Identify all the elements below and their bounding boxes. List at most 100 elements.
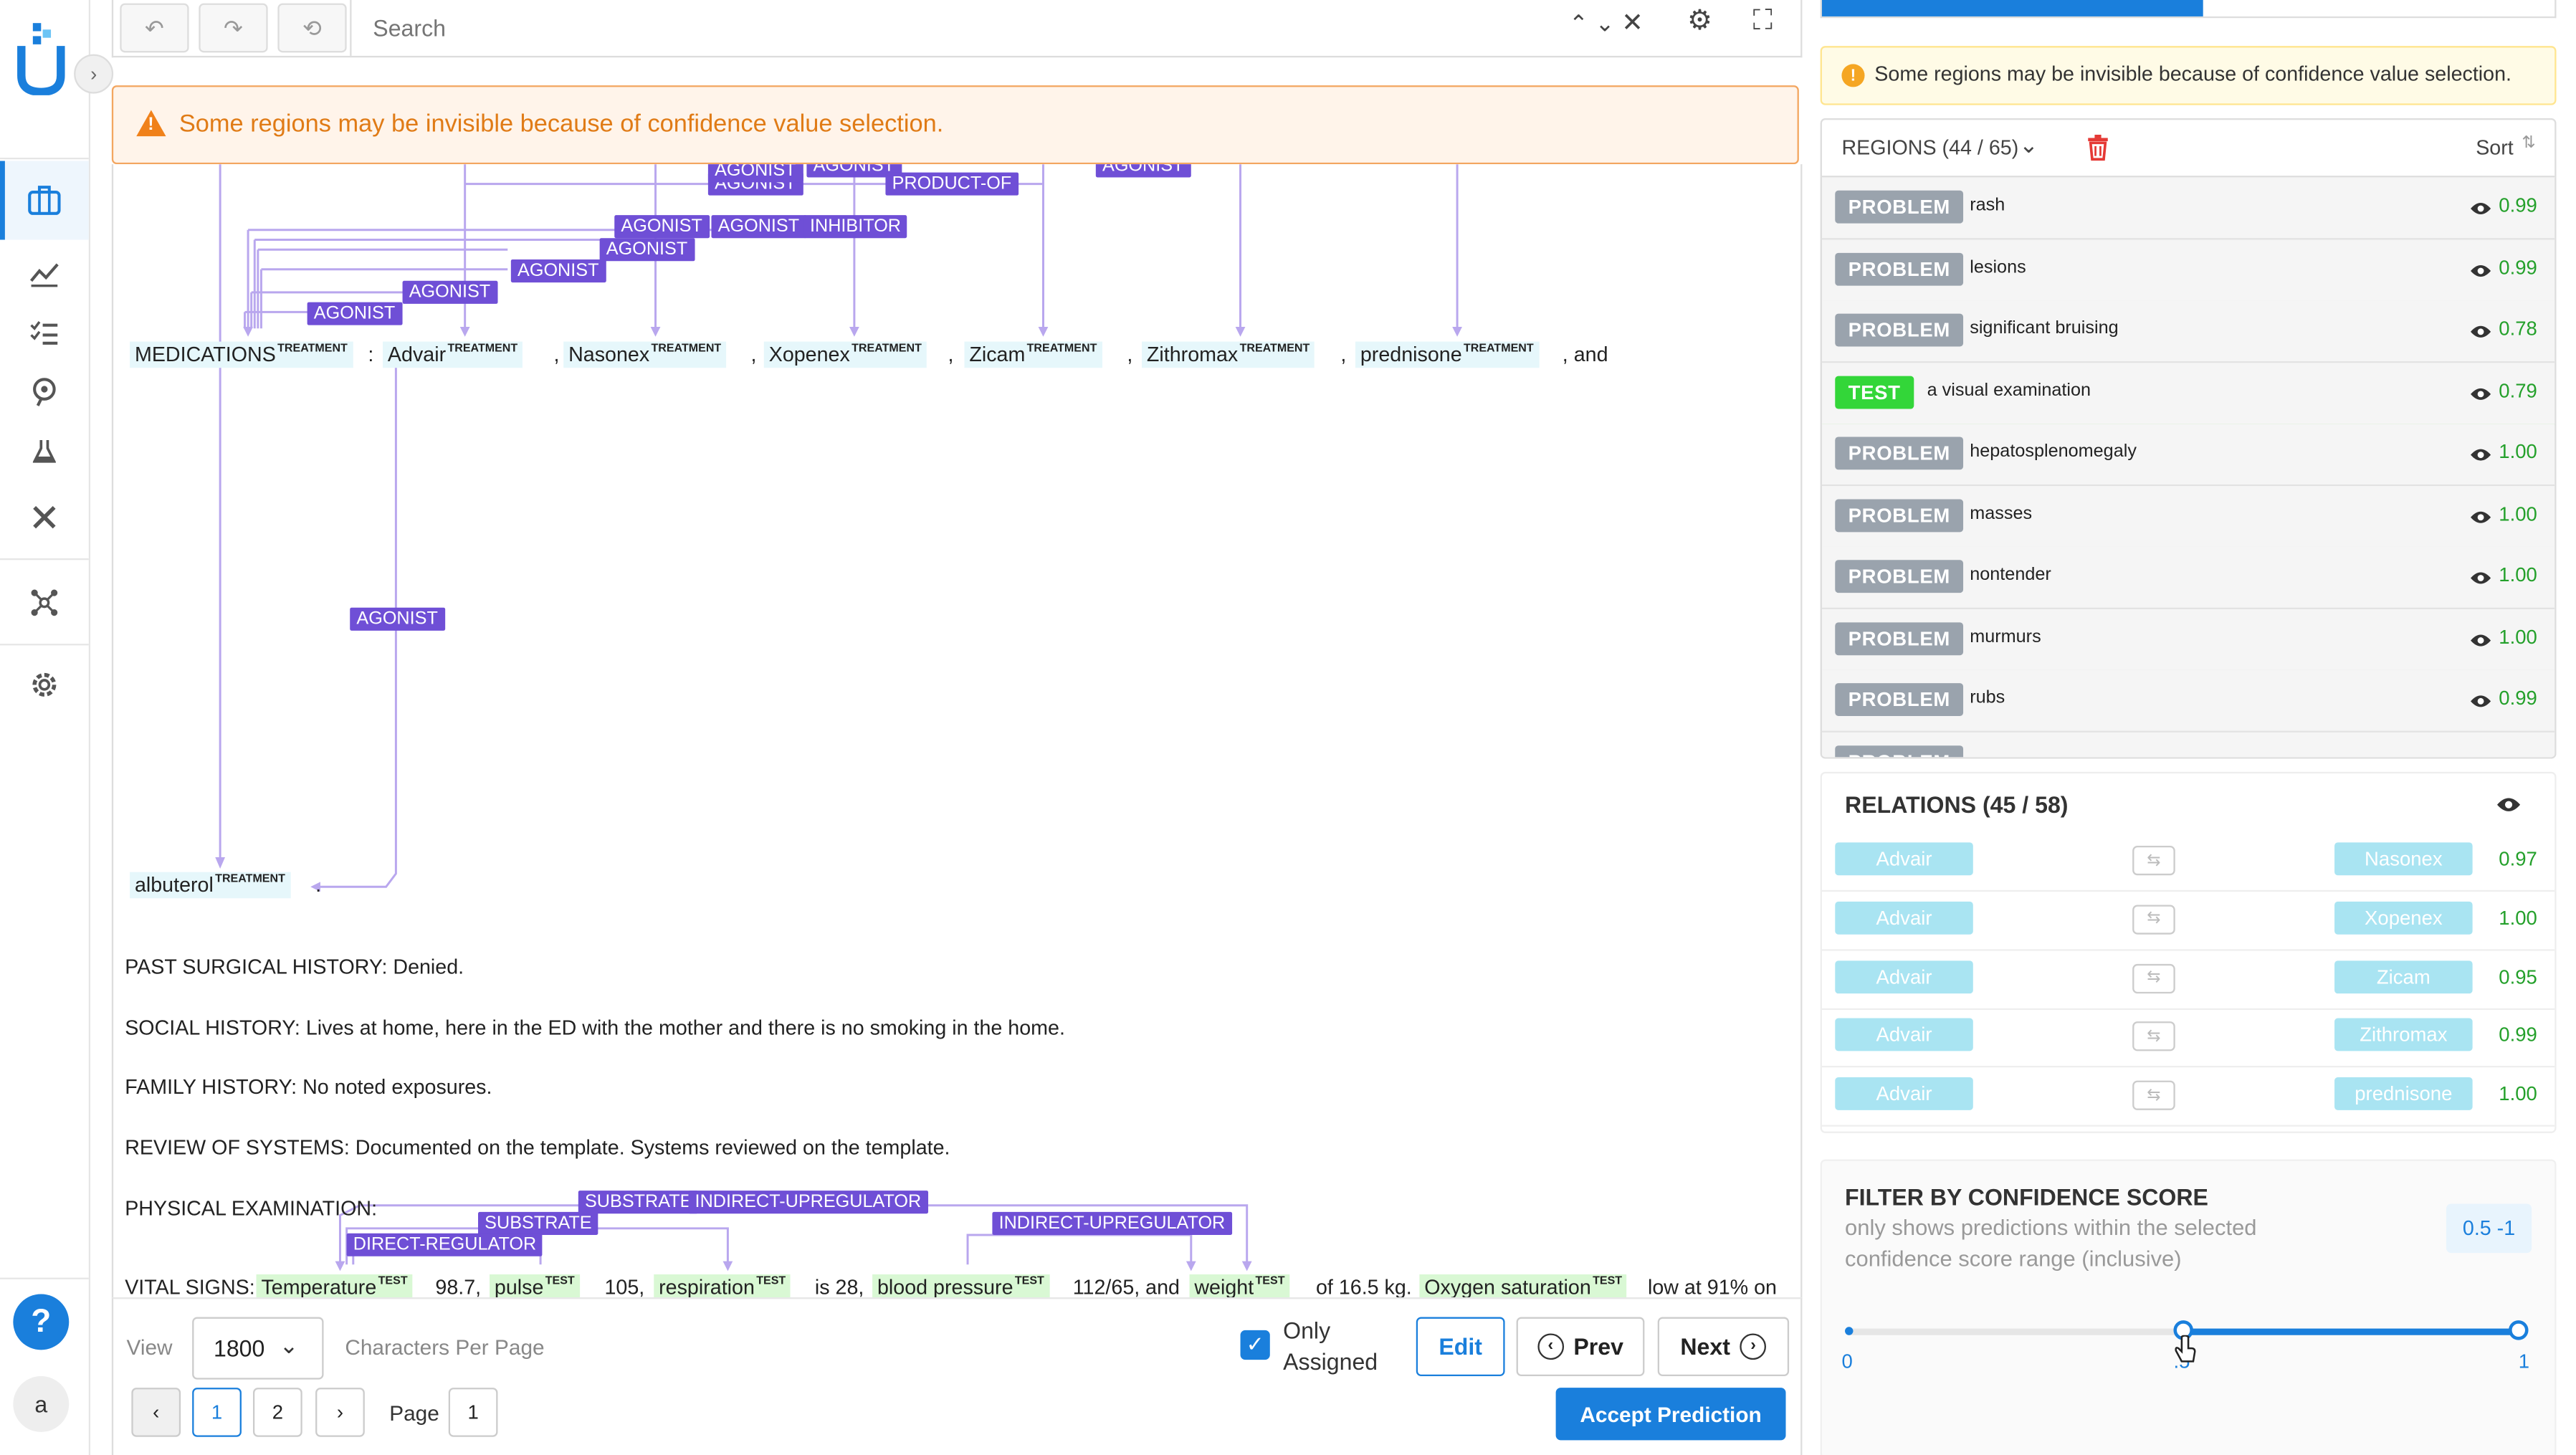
tab-active[interactable] — [1821, 0, 2203, 16]
region-row[interactable]: PROBLEM rash 0.99 — [1821, 177, 2555, 240]
next-button[interactable]: Next › — [1657, 1317, 1790, 1377]
relation-row[interactable]: Advair ⇆ prednisone 1.00 — [1821, 1066, 2555, 1127]
only-assigned-checkbox[interactable]: ✓ — [1240, 1330, 1270, 1360]
relation-label[interactable]: DIRECT-REGULATOR — [346, 1233, 543, 1256]
entity-pulse[interactable]: pulse TEST — [490, 1274, 580, 1298]
relation-row[interactable]: Advair ⇆ Nasonex 0.97 — [1821, 831, 2555, 892]
page-1-button[interactable]: 1 — [192, 1388, 242, 1437]
relation-label[interactable]: INDIRECT-UPREGULATOR — [992, 1211, 1232, 1235]
sort-label[interactable]: Sort — [2476, 136, 2514, 160]
analytics-icon[interactable] — [23, 256, 66, 292]
relation-label[interactable]: AGONIST — [307, 302, 402, 325]
models-hub-icon[interactable] — [23, 374, 66, 410]
prev-button[interactable]: ‹ Prev — [1516, 1317, 1645, 1377]
lab-flask-icon[interactable] — [23, 434, 66, 469]
entity-xopenex[interactable]: Xopenex TREATMENT — [763, 341, 927, 368]
search-prev-icon[interactable]: ⌃ — [1568, 9, 1588, 37]
eye-icon[interactable] — [2469, 197, 2492, 220]
entity-advair[interactable]: Advair TREATMENT — [383, 341, 523, 368]
relation-label[interactable]: AGONIST — [599, 238, 695, 262]
relation-to-chip[interactable]: Nasonex — [2334, 842, 2473, 876]
region-row[interactable]: PROBLEM nontender 1.00 — [1821, 546, 2555, 610]
settings-icon[interactable]: ⚙ — [1687, 4, 1712, 37]
page-prev-button[interactable]: ‹ — [131, 1388, 181, 1437]
relation-row[interactable]: Advair ⇆ Zicam 0.95 — [1821, 948, 2555, 1010]
region-row[interactable]: PROBLEM rubs 0.99 — [1821, 669, 2555, 733]
relation-label[interactable]: AGONIST — [614, 215, 710, 239]
tools-icon[interactable] — [23, 500, 66, 535]
eye-icon[interactable] — [2496, 795, 2522, 814]
region-row[interactable]: TEST a visual examination 0.79 — [1821, 362, 2555, 425]
eye-icon[interactable] — [2469, 382, 2492, 405]
search-input[interactable] — [369, 4, 1330, 52]
relation-label[interactable]: AGONIST — [707, 164, 803, 183]
projects-icon[interactable] — [23, 182, 66, 218]
entity-blood-pressure[interactable]: blood pressure TEST — [872, 1274, 1049, 1298]
entity-zithromax[interactable]: Zithromax TREATMENT — [1142, 341, 1315, 368]
relation-label[interactable]: SUBSTRATE — [478, 1211, 598, 1235]
entity-temperature[interactable]: Temperature TEST — [256, 1274, 413, 1298]
relation-row[interactable]: Advair ⇆ Xopenex 1.00 — [1821, 889, 2555, 951]
relation-to-chip[interactable]: Zithromax — [2334, 1018, 2473, 1052]
page-2-button[interactable]: 2 — [252, 1388, 302, 1437]
relation-label[interactable]: SUBSTRATE — [578, 1191, 699, 1214]
relation-from-chip[interactable]: Advair — [1835, 901, 1973, 935]
confidence-range-slider[interactable] — [1845, 1320, 2529, 1340]
swap-direction-icon[interactable]: ⇆ — [2132, 1022, 2175, 1052]
relation-label[interactable]: AGONIST — [350, 607, 445, 631]
app-logo-icon[interactable] — [16, 23, 66, 95]
eye-icon[interactable] — [2469, 628, 2492, 651]
relation-label[interactable]: INDIRECT-UPREGULATOR — [688, 1191, 928, 1214]
help-icon[interactable]: ? — [13, 1294, 70, 1350]
entity-zicam[interactable]: Zicam TREATMENT — [964, 341, 1102, 368]
relation-to-chip[interactable]: Xopenex — [2334, 901, 2473, 935]
eye-icon[interactable] — [2469, 751, 2492, 758]
entity-respiration[interactable]: respiration TEST — [654, 1274, 791, 1298]
swap-direction-icon[interactable]: ⇆ — [2132, 963, 2175, 993]
page-input[interactable]: 1 — [448, 1388, 498, 1437]
region-row[interactable]: PROBLEM — [1821, 731, 2555, 758]
entity-nasonex[interactable]: Nasonex TREATMENT — [563, 341, 727, 368]
eye-icon[interactable] — [2469, 566, 2492, 589]
tab-inactive[interactable] — [2203, 0, 2555, 16]
relation-from-chip[interactable]: Advair — [1835, 842, 1973, 876]
relation-label[interactable]: AGONIST — [510, 259, 606, 283]
relation-label[interactable]: AGONIST — [1095, 164, 1191, 178]
eye-icon[interactable] — [2469, 505, 2492, 528]
entity-oxygen-saturation[interactable]: Oxygen saturation TEST — [1419, 1274, 1627, 1298]
relation-label[interactable]: AGONIST — [711, 215, 806, 239]
fullscreen-icon[interactable]: ⛶ — [1752, 4, 1773, 37]
relation-label[interactable]: PRODUCT-OF — [885, 172, 1019, 196]
search-clear-icon[interactable]: ✕ — [1621, 9, 1644, 38]
user-avatar[interactable]: a — [13, 1376, 70, 1432]
eye-icon[interactable] — [2469, 320, 2492, 343]
relation-row[interactable]: Advair ⇆ Zithromax 0.99 — [1821, 1007, 2555, 1069]
reset-button[interactable]: ⟲ — [277, 3, 347, 53]
relation-label[interactable]: INHIBITOR — [803, 215, 908, 239]
swap-direction-icon[interactable]: ⇆ — [2132, 845, 2175, 876]
network-graph-icon[interactable] — [23, 585, 66, 621]
accept-prediction-button[interactable]: Accept Prediction — [1555, 1388, 1786, 1441]
region-row[interactable]: PROBLEM significant bruising 0.78 — [1821, 300, 2555, 363]
edit-button[interactable]: Edit — [1416, 1317, 1505, 1377]
swap-direction-icon[interactable]: ⇆ — [2132, 1081, 2175, 1111]
undo-button[interactable]: ↶ — [120, 3, 189, 53]
chars-per-page-select[interactable]: 1800 ⌄ — [192, 1317, 324, 1380]
redo-button[interactable]: ↷ — [199, 3, 268, 53]
expand-nav-button[interactable]: › — [74, 54, 114, 94]
relation-to-chip[interactable]: Zicam — [2334, 960, 2473, 993]
trash-icon[interactable] — [2086, 134, 2109, 161]
relation-label[interactable]: AGONIST — [402, 280, 497, 304]
entity-medications[interactable]: MEDICATIONS TREATMENT — [130, 341, 353, 368]
swap-direction-icon[interactable]: ⇆ — [2132, 904, 2175, 935]
entity-prednisone[interactable]: prednisone TREATMENT — [1355, 341, 1539, 368]
search-next-icon[interactable]: ⌄ — [1595, 9, 1615, 37]
eye-icon[interactable] — [2469, 690, 2492, 712]
page-next-button[interactable]: › — [315, 1388, 365, 1437]
relation-from-chip[interactable]: Advair — [1835, 1077, 1973, 1111]
settings-gear-icon[interactable] — [23, 667, 66, 702]
region-row[interactable]: PROBLEM masses 1.00 — [1821, 485, 2555, 548]
region-row[interactable]: PROBLEM murmurs 1.00 — [1821, 608, 2555, 671]
entity-albuterol[interactable]: albuterol TREATMENT — [130, 872, 290, 899]
region-row[interactable]: PROBLEM lesions 0.99 — [1821, 239, 2555, 302]
